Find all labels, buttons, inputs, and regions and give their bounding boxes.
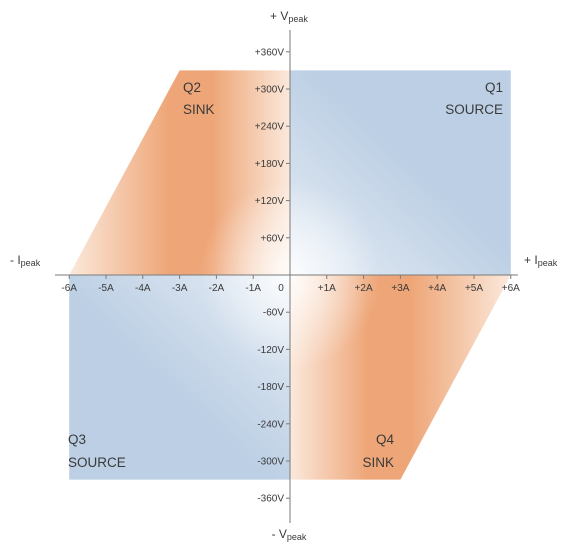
y-tick-label: -300V	[257, 457, 284, 468]
x-tick-label: -1A	[245, 283, 261, 294]
x-tick-label: -6A	[61, 283, 77, 294]
y-axis-positive-sub: peak	[288, 14, 308, 24]
x-axis-negative-sub: peak	[21, 258, 41, 268]
x-tick-label: +3A	[391, 283, 409, 294]
y-axis-positive-title: + Vpeak	[270, 9, 308, 24]
x-tick-label: +2A	[355, 283, 373, 294]
quadrant-mode-q3: SOURCE	[68, 455, 126, 470]
x-axis-negative-title: - Ipeak	[10, 253, 41, 268]
quadrant-name-q4: Q4	[376, 432, 395, 447]
quadrant-name-q3: Q3	[68, 432, 86, 447]
quadrant-name-q2: Q2	[183, 80, 201, 95]
x-tick-label: +1A	[318, 283, 336, 294]
x-tick-label: +4A	[428, 283, 446, 294]
y-tick-label: -240V	[257, 419, 284, 430]
x-tick-label: -3A	[172, 283, 188, 294]
quadrant-mode-q4: SINK	[362, 455, 394, 470]
y-tick-label: +240V	[255, 122, 285, 133]
quadrant-mode-q1: SOURCE	[445, 102, 503, 117]
tick-marks	[68, 51, 512, 499]
y-axis-negative-sub: peak	[287, 532, 307, 542]
x-tick-label: -4A	[135, 283, 151, 294]
y-tick-label: +60V	[260, 233, 284, 244]
x-axis-positive-sub: peak	[538, 258, 558, 268]
y-tick-label: -60V	[263, 308, 284, 319]
y-axis-negative-title: - Vpeak	[272, 527, 307, 542]
x-axis-negative-prefix: - I	[10, 253, 21, 267]
y-axis-positive-prefix: + V	[270, 9, 288, 23]
x-tick-label: +6A	[502, 283, 520, 294]
y-tick-label: -360V	[257, 494, 284, 505]
y-tick-label: +180V	[255, 159, 285, 170]
x-axis-positive-title: + Ipeak	[524, 253, 558, 268]
x-tick-label: +5A	[465, 283, 483, 294]
tick-labels: -6A -5A -4A -3A -2A -1A +1A +2A +3A +4A +5A +6A +360…	[61, 47, 520, 504]
y-tick-label: +300V	[255, 85, 285, 96]
y-tick-label: +360V	[255, 47, 285, 58]
quadrant-mode-q2: SINK	[183, 102, 215, 117]
quadrant-name-q1: Q1	[485, 80, 503, 95]
y-tick-label: +120V	[255, 196, 285, 207]
y-tick-label: -180V	[257, 382, 284, 393]
origin-label: 0	[278, 283, 284, 294]
y-axis-negative-prefix: - V	[272, 527, 287, 541]
y-tick-label: -120V	[257, 345, 284, 356]
x-tick-label: -5A	[98, 283, 114, 294]
x-tick-label: -2A	[209, 283, 225, 294]
x-axis-positive-prefix: + I	[524, 253, 538, 267]
